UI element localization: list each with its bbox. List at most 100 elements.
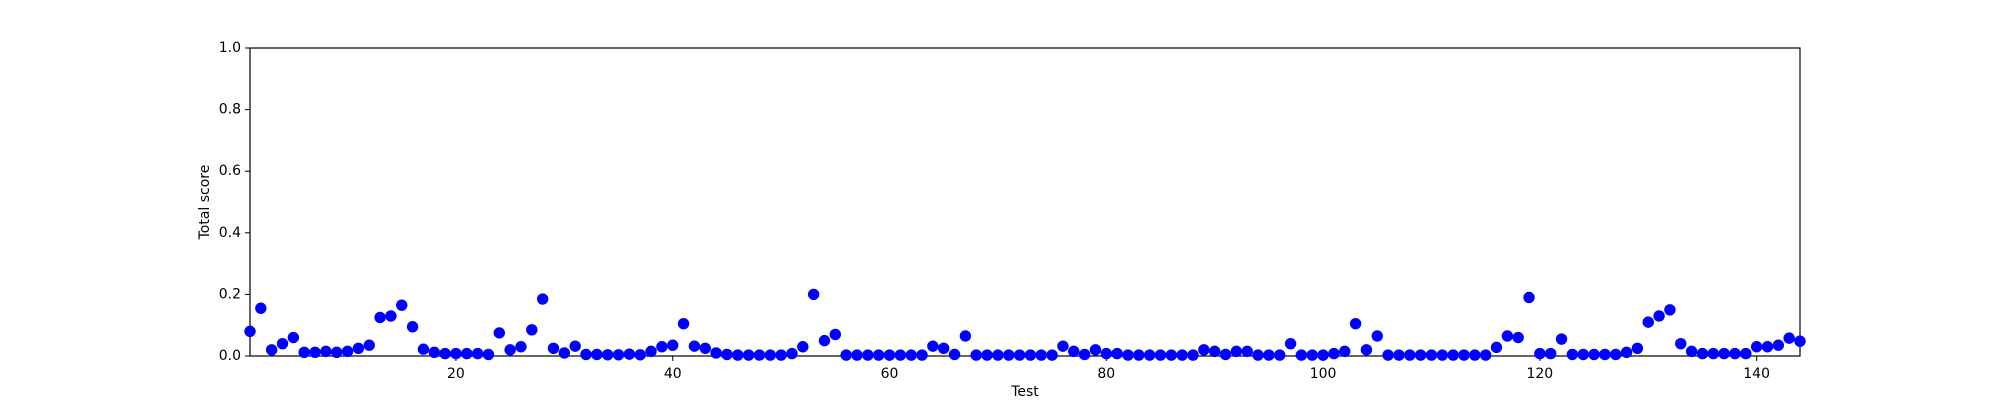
point xyxy=(883,349,896,361)
point xyxy=(1696,347,1709,360)
x-tick-label: 40 xyxy=(664,366,682,382)
point xyxy=(471,347,484,360)
x-tick-label: 20 xyxy=(447,366,465,382)
point xyxy=(894,349,907,361)
point xyxy=(710,347,722,359)
point xyxy=(840,349,852,361)
point xyxy=(1306,349,1318,361)
point xyxy=(1176,349,1188,361)
point xyxy=(667,339,679,351)
point xyxy=(1599,348,1611,361)
point xyxy=(797,341,809,353)
y-tick-label: 0.2 xyxy=(219,286,241,302)
y-tick-label: 0.6 xyxy=(219,163,241,179)
point xyxy=(396,299,408,311)
point xyxy=(1371,330,1383,342)
point xyxy=(1555,333,1568,345)
point xyxy=(1642,316,1654,328)
point xyxy=(287,331,300,344)
point xyxy=(482,348,495,361)
point xyxy=(536,293,549,305)
point xyxy=(612,349,625,361)
point xyxy=(992,349,1004,361)
point xyxy=(1208,345,1221,358)
point xyxy=(742,349,755,361)
point xyxy=(645,345,657,358)
point xyxy=(1523,291,1535,304)
point xyxy=(677,317,690,330)
x-tick-label: 80 xyxy=(1097,366,1115,382)
x-tick-label: 60 xyxy=(881,366,899,382)
x-tick-label: 100 xyxy=(1310,366,1337,382)
point xyxy=(959,330,972,342)
point xyxy=(1404,349,1416,361)
point xyxy=(764,349,776,361)
point xyxy=(1707,347,1719,360)
point xyxy=(255,302,267,314)
point xyxy=(1794,335,1806,347)
point xyxy=(1252,349,1264,361)
point xyxy=(1154,349,1167,361)
point xyxy=(807,288,820,301)
point xyxy=(320,345,332,358)
point xyxy=(591,348,603,361)
point xyxy=(1458,349,1470,361)
point xyxy=(699,342,711,354)
point xyxy=(1284,337,1297,350)
point xyxy=(363,339,375,351)
point xyxy=(1675,337,1687,350)
point xyxy=(374,311,386,324)
point xyxy=(1349,317,1362,330)
point xyxy=(1425,349,1438,361)
point xyxy=(862,349,874,361)
point xyxy=(732,349,744,361)
point xyxy=(1631,342,1644,354)
point xyxy=(450,347,462,360)
point xyxy=(1577,348,1589,361)
point xyxy=(1100,347,1112,360)
point xyxy=(1057,340,1069,352)
point xyxy=(1274,349,1286,361)
point xyxy=(601,349,614,361)
point xyxy=(1295,349,1308,361)
point xyxy=(1479,349,1492,361)
point xyxy=(298,346,310,359)
point xyxy=(1436,349,1449,361)
point xyxy=(970,349,982,361)
point xyxy=(1414,349,1427,361)
point xyxy=(656,341,668,353)
point xyxy=(406,321,419,333)
point xyxy=(331,346,343,359)
point xyxy=(1339,345,1351,358)
point xyxy=(905,349,917,361)
point xyxy=(688,340,701,352)
point xyxy=(526,324,538,336)
point xyxy=(851,349,863,361)
point xyxy=(786,347,798,360)
x-tick-label: 120 xyxy=(1526,366,1553,382)
point xyxy=(1024,349,1037,361)
point xyxy=(417,343,430,355)
point xyxy=(1490,341,1503,354)
point xyxy=(938,342,950,354)
point xyxy=(1382,349,1394,361)
point xyxy=(1653,310,1665,322)
point xyxy=(1761,341,1774,353)
point xyxy=(493,327,506,339)
point xyxy=(1219,348,1232,361)
point xyxy=(1241,345,1253,358)
point xyxy=(1089,344,1102,356)
point xyxy=(1035,349,1047,361)
point xyxy=(276,337,289,350)
y-tick-label: 1.0 xyxy=(219,40,241,56)
y-tick-label: 0.8 xyxy=(219,102,241,118)
point xyxy=(352,342,365,354)
point xyxy=(1013,349,1026,361)
point xyxy=(1046,349,1058,361)
point xyxy=(1772,339,1785,351)
point xyxy=(1122,349,1134,361)
point xyxy=(1003,349,1015,361)
point xyxy=(1143,349,1156,361)
point xyxy=(580,348,592,361)
